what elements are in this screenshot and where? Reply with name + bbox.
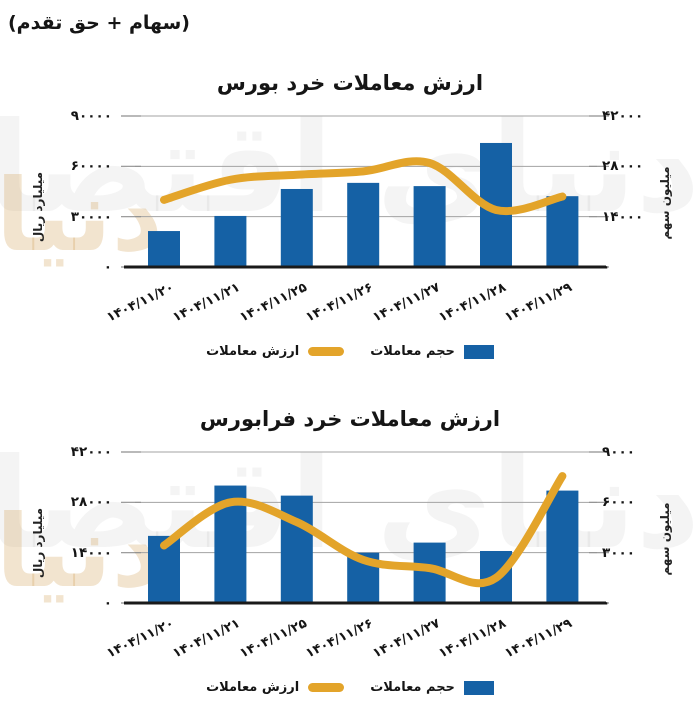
x-axis-date-label: ۱۴۰۴/۱۱/۲۶ bbox=[303, 280, 376, 326]
volume-bar-swatch bbox=[463, 344, 494, 359]
volume-bar bbox=[280, 188, 313, 267]
legend-item-value: ارزش معاملات bbox=[206, 344, 345, 359]
x-axis-date-label: ۱۴۰۴/۱۱/۲۱ bbox=[170, 616, 243, 662]
value-line bbox=[160, 472, 567, 588]
left-axis-tick-label: ۰ bbox=[103, 259, 112, 275]
x-axis-date-label: ۱۴۰۴/۱۱/۲۰ bbox=[104, 616, 177, 662]
legend-item-volume: حجم معاملات bbox=[370, 344, 494, 359]
right-axis-tick-label: ۲۸۰۰۰ bbox=[602, 158, 644, 175]
plot-area-bourse bbox=[121, 115, 609, 269]
chart-title-farabourse: ارزش معاملات خرد فرابورس bbox=[199, 407, 501, 431]
left-axis-tick-label: ۱۴۰۰۰ bbox=[70, 544, 112, 561]
chart-bourse: دنیای اقتصاد دنیای اقتصاد ارزش معاملات خ… bbox=[0, 58, 700, 370]
volume-bar bbox=[413, 186, 446, 267]
legend-item-volume: حجم معاملات bbox=[370, 680, 494, 695]
volume-bar bbox=[347, 182, 380, 267]
legend-label-volume: حجم معاملات bbox=[370, 680, 455, 695]
x-axis-date-label: ۱۴۰۴/۱۱/۲۷ bbox=[370, 280, 443, 326]
x-axis-date-label: ۱۴۰۴/۱۱/۲۰ bbox=[104, 280, 177, 326]
legend-item-value: ارزش معاملات bbox=[206, 680, 345, 695]
left-axis-tick-label: ۶۰۰۰۰ bbox=[70, 158, 112, 175]
volume-bar-swatch bbox=[463, 680, 494, 695]
value-line bbox=[160, 157, 567, 216]
x-axis-date-label: ۱۴۰۴/۱۱/۲۱ bbox=[170, 280, 243, 326]
right-axis-tick-label: ۴۲۰۰۰ bbox=[602, 108, 644, 124]
legend-label-value: ارزش معاملات bbox=[206, 680, 300, 695]
left-axis-tick-label: ۹۰۰۰۰ bbox=[70, 108, 112, 124]
legend-farabourse: حجم معاملات ارزش معاملات bbox=[0, 680, 700, 695]
volume-bar bbox=[280, 495, 313, 603]
value-line-swatch bbox=[308, 683, 345, 692]
legend-label-value: ارزش معاملات bbox=[206, 344, 300, 359]
chart-title-bourse: ارزش معاملات خرد بورس bbox=[216, 71, 484, 95]
right-axis-tick-label: ۱۴۰۰۰ bbox=[602, 208, 644, 225]
x-axis-date-label: ۱۴۰۴/۱۱/۲۷ bbox=[370, 616, 443, 662]
x-axis-date-label: ۱۴۰۴/۱۱/۲۶ bbox=[303, 616, 376, 662]
volume-bar bbox=[546, 490, 579, 603]
x-axis-date-label: ۱۴۰۴/۱۱/۲۹ bbox=[502, 616, 575, 662]
x-axis-date-label: ۱۴۰۴/۱۱/۲۵ bbox=[237, 616, 310, 662]
right-axis-tick-label: ۶۰۰۰ bbox=[602, 494, 635, 511]
x-axis-date-label: ۱۴۰۴/۱۱/۲۸ bbox=[436, 616, 509, 662]
left-axis-tick-label: ۳۰۰۰۰ bbox=[70, 208, 112, 225]
chart-farabourse: دنیای اقتصاد دنیای اقتصاد ارزش معاملات خ… bbox=[0, 394, 700, 706]
right-axis-tick-label: ۹۰۰۰ bbox=[602, 444, 635, 460]
right-axis-tick-label: ۳۰۰۰ bbox=[602, 544, 635, 561]
legend-label-volume: حجم معاملات bbox=[370, 344, 455, 359]
volume-bar bbox=[546, 196, 579, 267]
right-axis-tick-label: ۰ bbox=[602, 259, 611, 275]
left-axis-tick-label: ۰ bbox=[103, 595, 112, 611]
plot-area-farabourse bbox=[121, 451, 609, 605]
x-axis-date-label: ۱۴۰۴/۱۱/۲۹ bbox=[502, 280, 575, 326]
right-axis-tick-label: ۰ bbox=[602, 595, 611, 611]
header-note: (سهام + حق تقدم) bbox=[8, 12, 190, 34]
value-line-swatch bbox=[308, 347, 345, 356]
left-axis-tick-label: ۴۲۰۰۰ bbox=[70, 444, 112, 460]
volume-bar bbox=[214, 215, 247, 267]
volume-bar bbox=[148, 231, 180, 267]
x-axis-date-label: ۱۴۰۴/۱۱/۲۸ bbox=[436, 280, 509, 326]
x-axis-date-label: ۱۴۰۴/۱۱/۲۵ bbox=[237, 280, 310, 326]
left-axis-tick-label: ۲۸۰۰۰ bbox=[70, 494, 112, 511]
legend-bourse: حجم معاملات ارزش معاملات bbox=[0, 344, 700, 359]
